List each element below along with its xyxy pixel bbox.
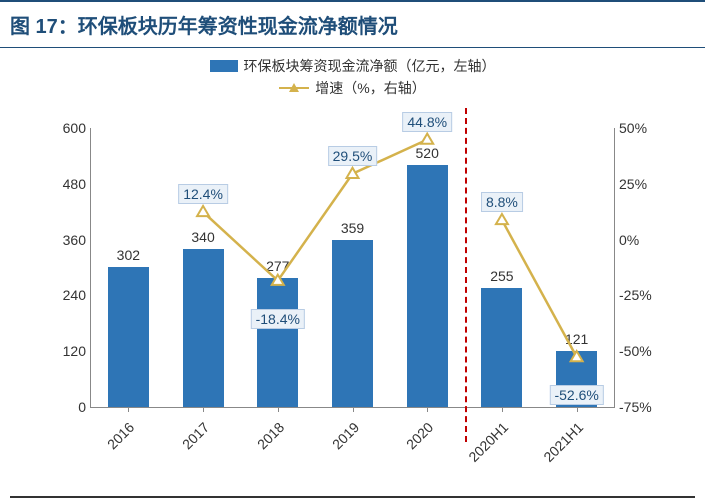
growth-line (91, 128, 614, 407)
y-right-tick: -50% (619, 343, 664, 359)
y-right-tick: -75% (619, 399, 664, 415)
x-category-label: 2020 (403, 419, 436, 452)
y-left-tick: 600 (51, 120, 86, 136)
y-right-tick: -25% (619, 287, 664, 303)
y-left-tick: 240 (51, 287, 86, 303)
x-category-label: 2019 (328, 419, 361, 452)
x-category-label: 2021H1 (540, 419, 586, 465)
growth-value-label: -18.4% (251, 309, 305, 329)
title-text: 图 17：环保板块历年筹资性现金流净额情况 (10, 16, 398, 38)
legend: 环保板块筹资现金流净额（亿元，左轴） 增速（%，右轴） (0, 56, 705, 98)
growth-value-label: -52.6% (549, 385, 603, 405)
y-left-tick: 0 (51, 399, 86, 415)
y-left-tick: 120 (51, 343, 86, 359)
x-category-label: 2020H1 (465, 419, 511, 465)
growth-value-label: 8.8% (481, 192, 523, 212)
growth-value-label: 44.8% (402, 112, 452, 132)
x-category-label: 2018 (254, 419, 287, 452)
bottom-rule (10, 496, 695, 498)
y-right-tick: 0% (619, 232, 664, 248)
x-category-label: 2016 (104, 419, 137, 452)
legend-line-label: 增速（%，右轴） (315, 78, 425, 98)
legend-line: 增速（%，右轴） (279, 78, 425, 98)
y-right-tick: 50% (619, 120, 664, 136)
legend-bar-label: 环保板块筹资现金流净额（亿元，左轴） (244, 56, 496, 76)
legend-bar: 环保板块筹资现金流净额（亿元，左轴） (210, 56, 496, 76)
growth-value-label: 29.5% (328, 146, 378, 166)
y-left-tick: 480 (51, 176, 86, 192)
growth-value-label: 12.4% (178, 184, 228, 204)
x-category-label: 2017 (179, 419, 212, 452)
y-right-tick: 25% (619, 176, 664, 192)
y-left-tick: 360 (51, 232, 86, 248)
figure-title: 图 17：环保板块历年筹资性现金流净额情况 (0, 0, 705, 48)
chart-area: 0120240360480600-75%-50%-25%0%25%50%3022… (50, 128, 665, 458)
